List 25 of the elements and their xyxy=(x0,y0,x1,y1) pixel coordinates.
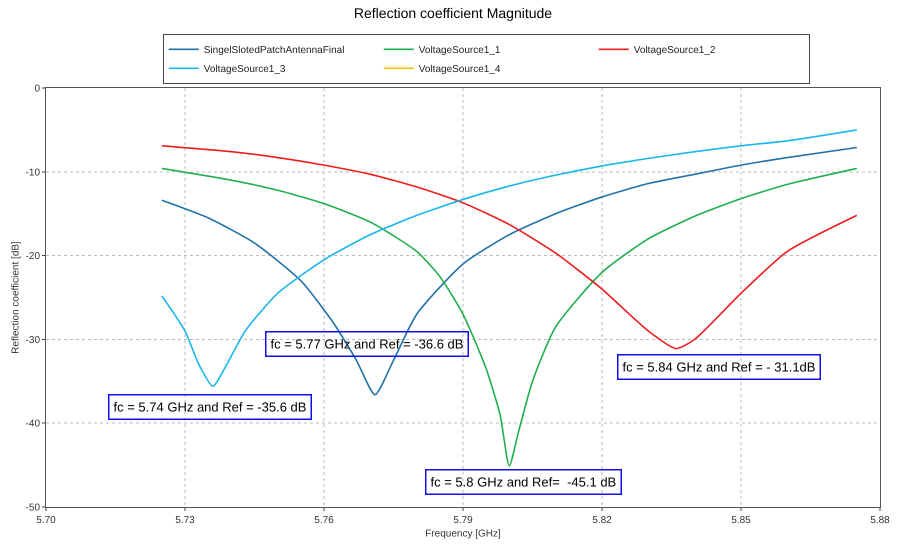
y-tick-label: 0 xyxy=(34,84,40,94)
x-tick-label: 5.85 xyxy=(731,515,752,526)
y-tick-label: -30 xyxy=(26,334,40,346)
legend-label: VoltageSource1_1 xyxy=(418,45,501,56)
line-series xyxy=(161,145,858,350)
annotation: fc = 5.84 GHz and Ref = - 31.1dB xyxy=(622,360,816,374)
x-tick-label: 5.79 xyxy=(453,515,474,526)
legend-label: VoltageSource1_4 xyxy=(418,64,501,76)
annotation: fc = 5.8 GHz and Ref= -45.1 dB xyxy=(430,474,616,490)
y-tick-label: -10 xyxy=(26,167,40,178)
x-tick-label: 5.82 xyxy=(592,515,612,526)
legend-label: VoltageSource1_3 xyxy=(204,64,286,76)
legend-label: VoltageSource1_2 xyxy=(634,45,716,56)
chart-title: Reflection coefficient Magnitude xyxy=(354,5,552,22)
y-tick-label: -40 xyxy=(26,418,40,430)
x-tick-label: 5.70 xyxy=(36,515,56,526)
annotation: fc = 5.74 GHz and Ref = -35.6 dB xyxy=(114,400,306,414)
x-tick-label: 5.76 xyxy=(314,515,334,526)
x-tick-label: 5.88 xyxy=(870,515,890,526)
y-tick-label: -20 xyxy=(26,251,40,262)
x-axis-title: Frequency [GHz] xyxy=(425,528,502,540)
legend-label: SingelSlotedPatchAntennaFinal xyxy=(204,45,344,56)
y-tick-label: -50 xyxy=(26,502,40,514)
y-axis-title: Reflection coefficient [dB] xyxy=(10,240,22,354)
x-tick-label: 5.73 xyxy=(175,515,196,526)
